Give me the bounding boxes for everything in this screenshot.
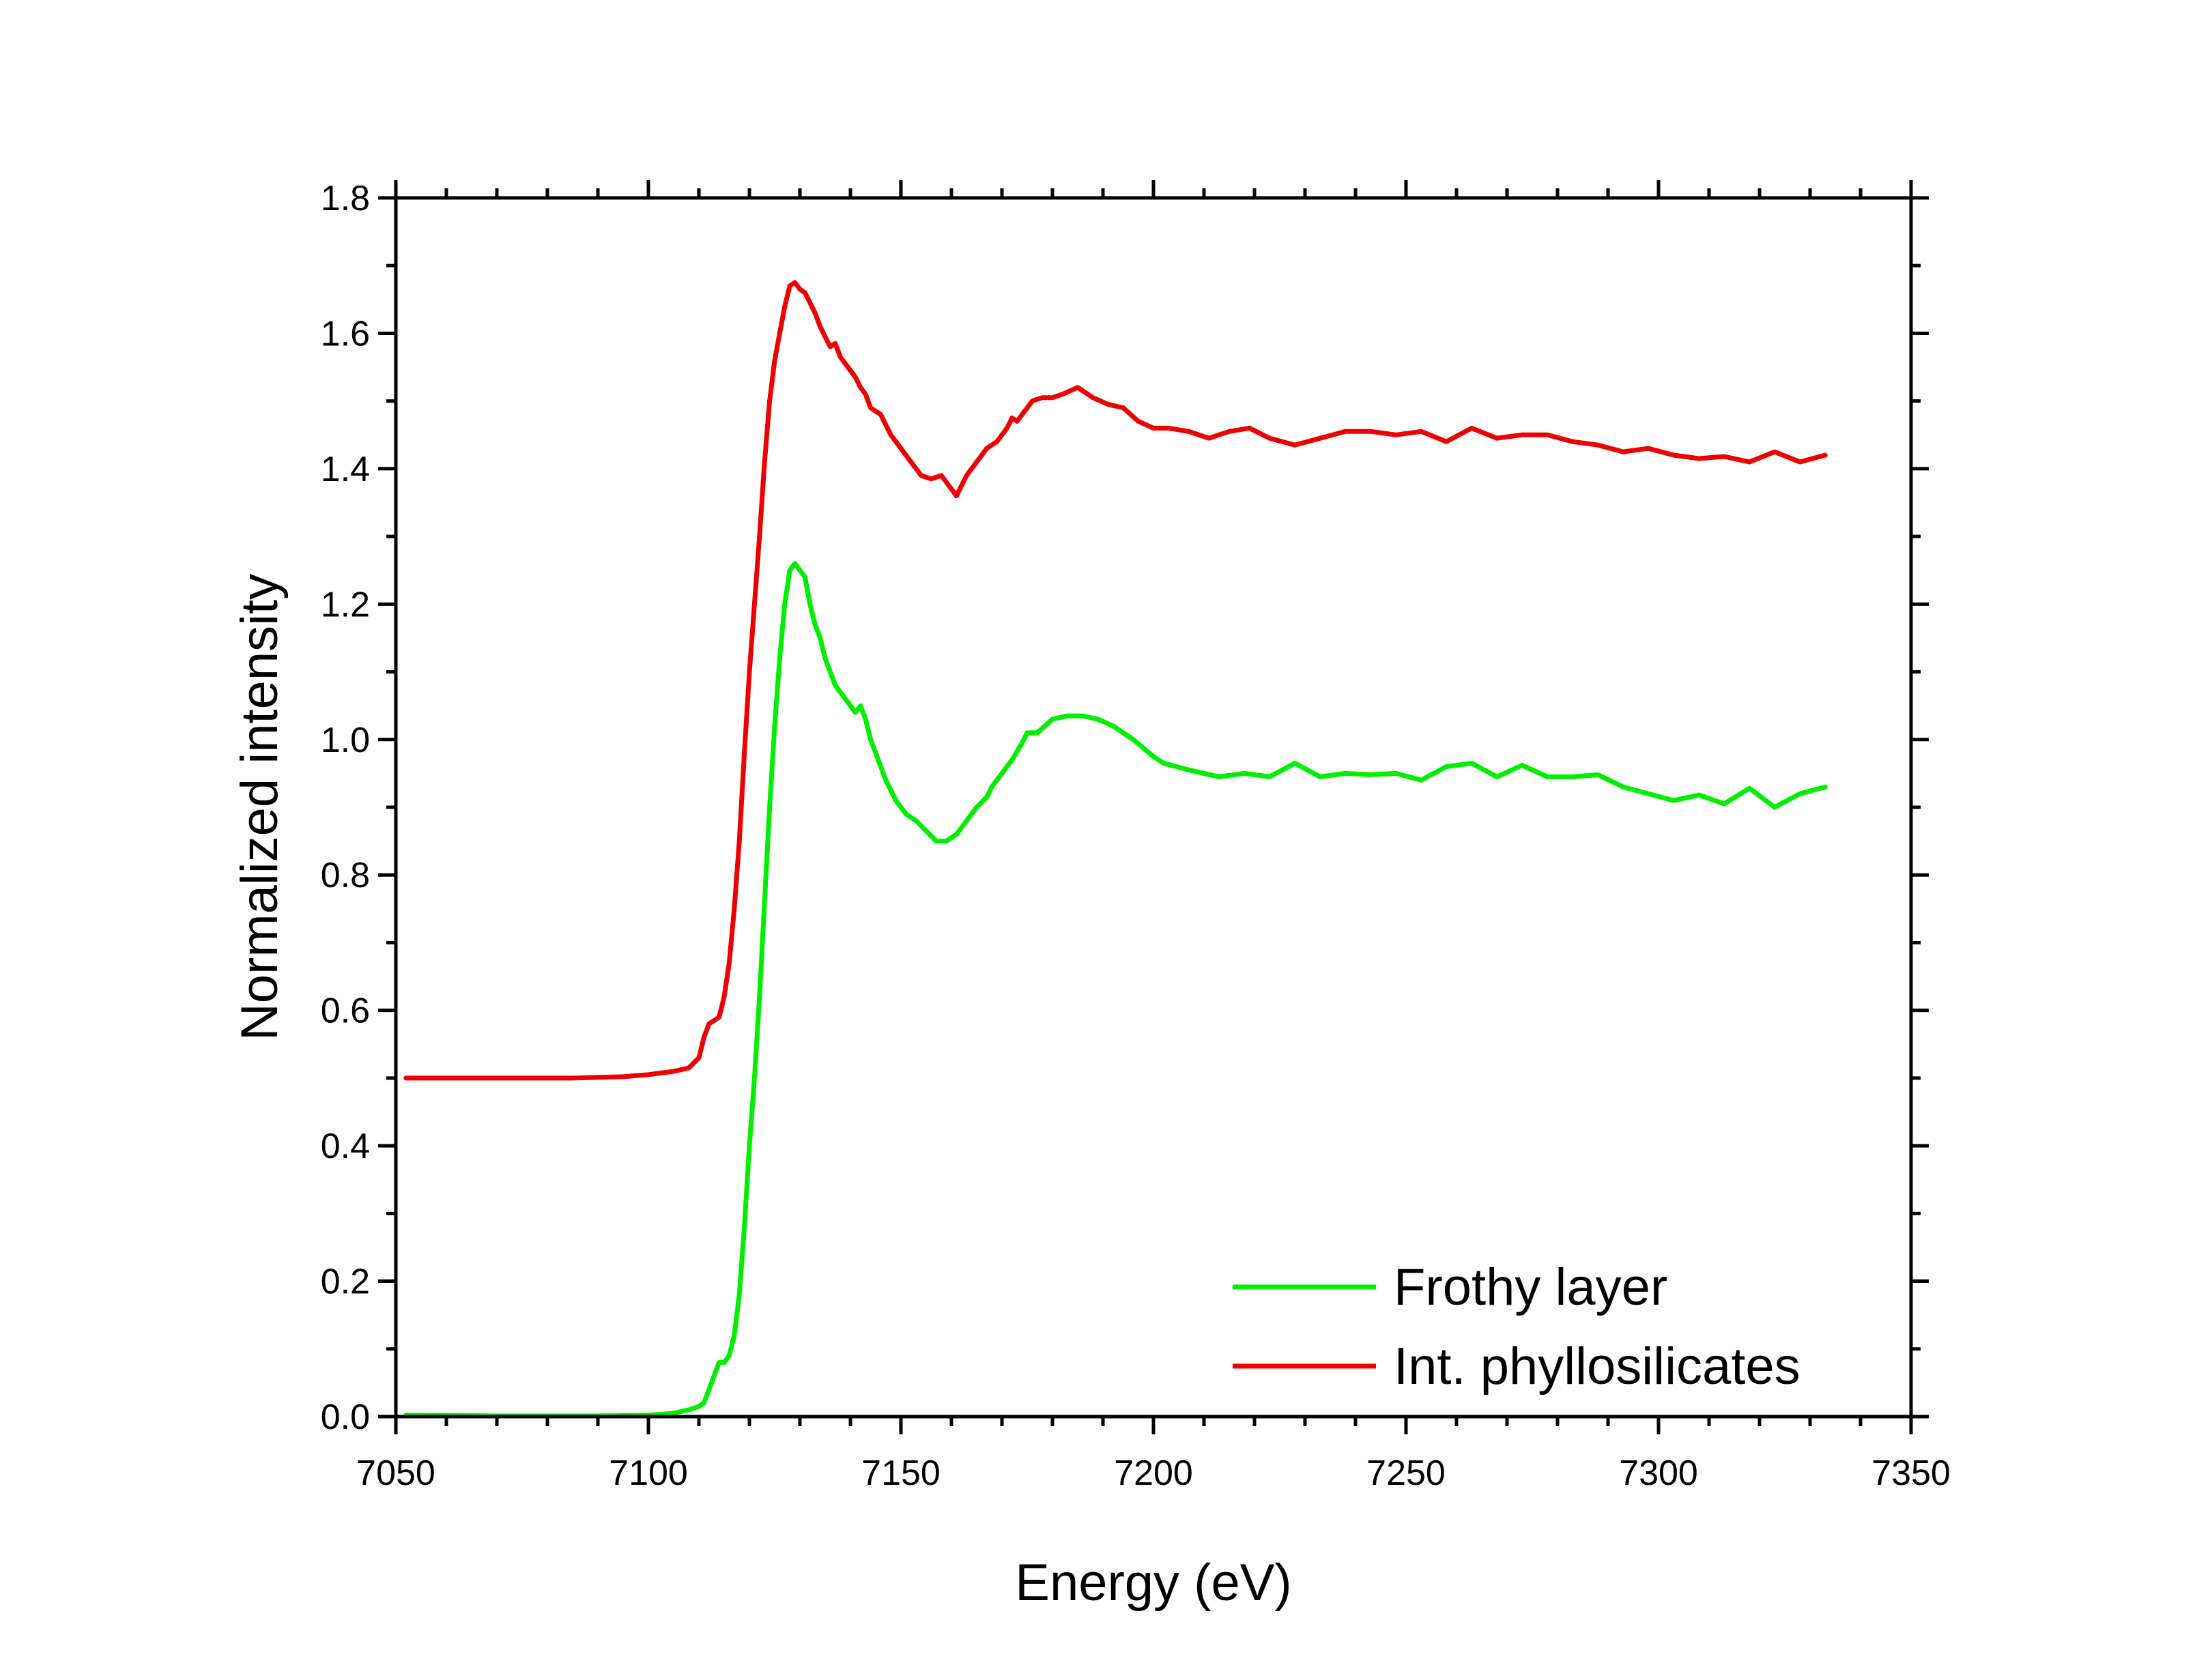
x-tick-label: 7350 — [1871, 1453, 1951, 1493]
x-axis-title: Energy (eV) — [1015, 1554, 1292, 1612]
x-tick-label: 7200 — [1114, 1453, 1193, 1493]
y-tick-label: 0.8 — [321, 856, 370, 895]
x-tick-label: 7150 — [861, 1453, 941, 1493]
y-tick-label: 1.6 — [321, 314, 370, 353]
x-tick-label: 7300 — [1619, 1453, 1698, 1493]
legend-label-frothy-layer: Frothy layer — [1394, 1258, 1667, 1316]
legend: Frothy layer Int. phyllosilicates — [1233, 1258, 1801, 1395]
y-tick-labels: 0.0 0.2 0.4 0.6 0.8 1.0 1.2 1.4 1.6 1.8 — [321, 179, 370, 1437]
x-tick-label: 7250 — [1366, 1453, 1446, 1493]
x-tick-label: 7100 — [609, 1453, 688, 1493]
y-tick-label: 0.0 — [321, 1397, 370, 1437]
y-tick-label: 0.2 — [321, 1262, 370, 1302]
y-tick-label: 1.8 — [321, 179, 370, 218]
series-line-frothy-layer — [403, 561, 1828, 1419]
legend-label-int-phyllosilicates: Int. phyllosilicates — [1394, 1337, 1801, 1395]
y-tick-label: 1.4 — [321, 450, 370, 489]
series-line-int-phyllosilicates — [403, 280, 1828, 1081]
x-tick-label: 7050 — [356, 1453, 435, 1493]
y-tick-label: 1.0 — [321, 721, 370, 760]
y-axis-title: Normalized intensity — [231, 574, 289, 1041]
y-tick-label: 0.6 — [321, 991, 370, 1031]
axis-ticks — [378, 180, 1929, 1434]
series-lines — [403, 280, 1828, 1419]
y-tick-label: 1.2 — [321, 585, 370, 624]
x-tick-labels: 7050 7100 7150 7200 7250 7300 7350 — [356, 1453, 1951, 1493]
y-tick-label: 0.4 — [321, 1127, 370, 1166]
